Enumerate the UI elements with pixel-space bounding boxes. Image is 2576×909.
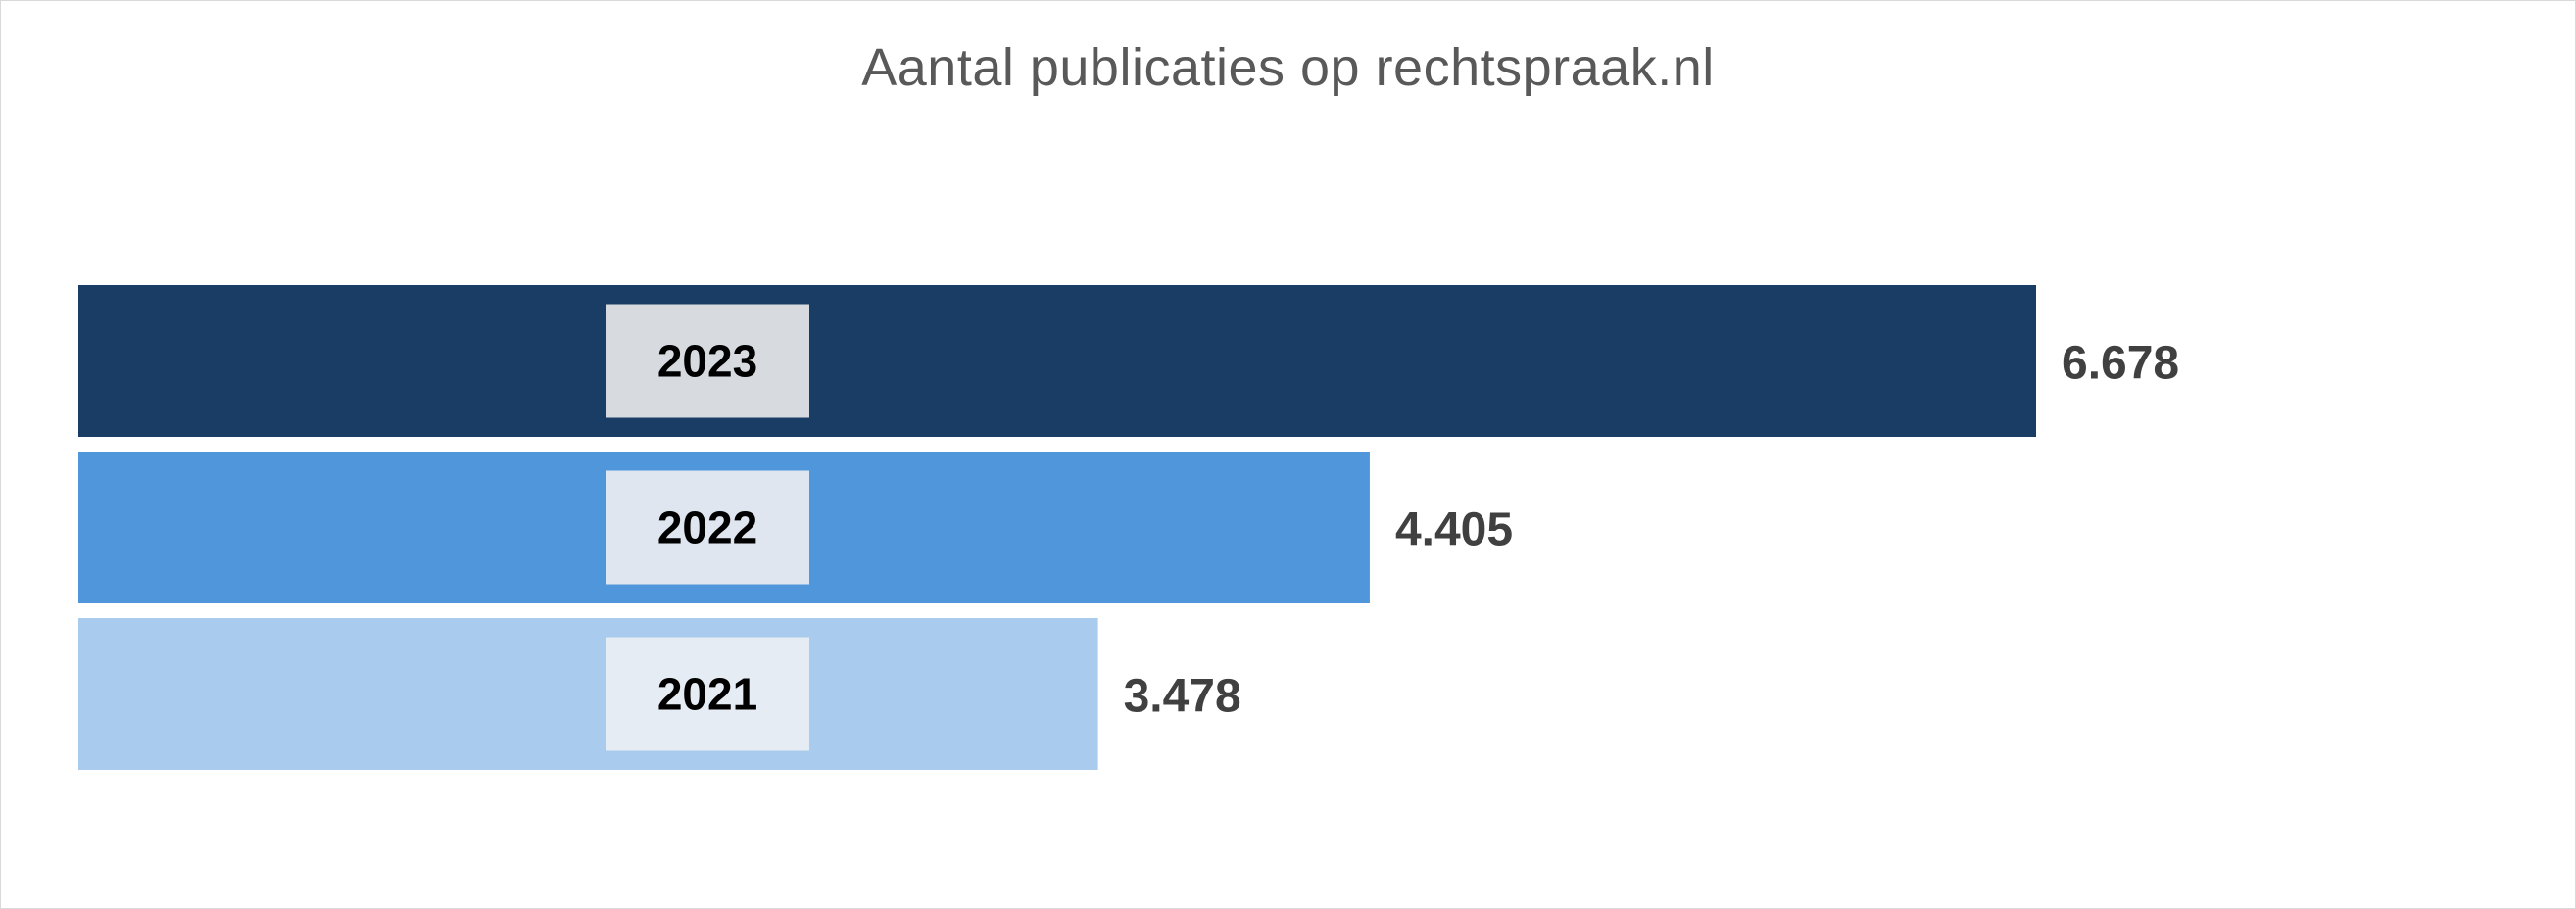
bar-2021 [78,618,1098,770]
chart-title: Aantal publicaties op rechtspraak.nl [861,38,1715,97]
category-label-box-2021 [606,637,809,751]
category-label-2022: 2022 [657,502,757,553]
value-label-2023: 6.678 [2062,338,2179,390]
value-label-2022: 4.405 [1395,504,1513,556]
value-label-2021: 3.478 [1124,671,1241,723]
category-label-box-2023 [606,304,809,418]
category-label-2023: 2023 [657,336,757,387]
category-label-2021: 2021 [657,669,757,720]
category-label-box-2022 [606,470,809,585]
bar-2023 [78,285,2036,437]
